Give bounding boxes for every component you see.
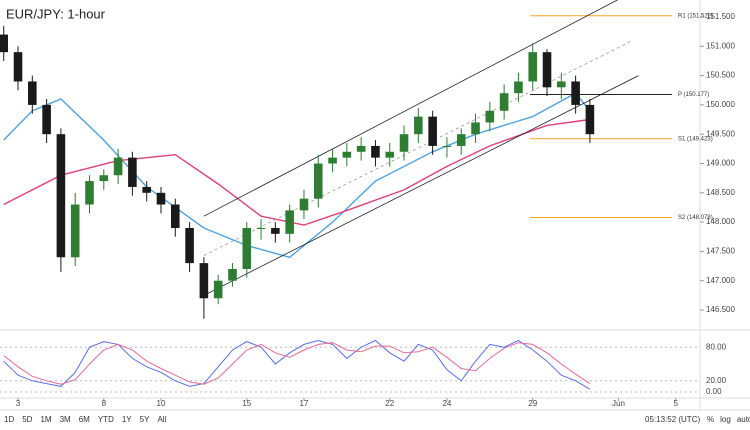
range-button[interactable]: 1D: [4, 415, 14, 424]
range-button[interactable]: 5D: [22, 415, 32, 424]
clock: 05:13:52 (UTC): [645, 415, 700, 424]
candle-body: [70, 204, 80, 258]
candle-body: [399, 134, 409, 152]
candle-body: [514, 81, 523, 94]
range-button[interactable]: All: [157, 415, 166, 424]
x-tick-label: 22: [385, 399, 394, 408]
x-tick-label: 8: [102, 399, 107, 408]
y-tick-label: 148.000: [706, 217, 735, 226]
range-button[interactable]: 6M: [79, 415, 90, 424]
x-tick-label: 17: [300, 399, 309, 408]
candle-body: [285, 210, 294, 234]
range-button[interactable]: 3M: [60, 415, 71, 424]
y-tick-label: 147.500: [706, 247, 735, 256]
x-tick-label: 10: [157, 399, 166, 408]
candle-body: [228, 268, 237, 281]
pivot-label: S1 (149.423): [678, 136, 713, 142]
candle-body: [142, 186, 151, 193]
x-tick-label: Jun: [612, 399, 625, 408]
candle-body: [356, 145, 366, 152]
x-tick-label: 5: [673, 399, 678, 408]
candle-body: [428, 116, 437, 146]
candle-body: [13, 52, 23, 82]
candle-body: [313, 163, 323, 199]
oscillator-line: [3, 339, 591, 390]
candle-body: [156, 192, 166, 205]
scale-option[interactable]: log: [720, 415, 731, 424]
candle-body: [385, 151, 395, 158]
range-button[interactable]: 5Y: [140, 415, 150, 424]
range-button[interactable]: 1M: [40, 415, 51, 424]
candle-body: [242, 227, 252, 269]
candle-body: [56, 134, 66, 258]
candle-body: [299, 198, 309, 211]
candle-body: [456, 134, 466, 146]
y-tick-label: 148.500: [706, 188, 735, 197]
oscillator-line: [3, 342, 591, 385]
range-button[interactable]: 1Y: [122, 415, 132, 424]
candle-body: [442, 145, 452, 147]
candle-body: [170, 204, 180, 228]
candle-body: [414, 116, 423, 135]
candle-body: [185, 227, 194, 264]
candle-body: [342, 151, 352, 158]
candle-body: [571, 81, 580, 105]
candle-body: [557, 81, 566, 88]
pivot-label: R1 (151.522): [678, 13, 713, 19]
range-button[interactable]: YTD: [98, 415, 114, 424]
trend-channel: [203, 40, 633, 256]
y-tick-label: 147.000: [706, 276, 735, 285]
y-tick-label: 80.00: [706, 342, 727, 351]
candle-body: [485, 110, 495, 123]
candle-body: [528, 52, 538, 82]
candle-body: [99, 175, 109, 182]
x-tick-label: 15: [242, 399, 251, 408]
candle-body: [128, 157, 137, 187]
y-tick-label: 150.000: [706, 100, 735, 109]
chart-title: EUR/JPY: 1-hour: [6, 6, 106, 21]
y-tick-label: 0.00: [706, 387, 722, 396]
trend-channel: [203, 0, 619, 217]
y-tick-label: 149.000: [706, 159, 735, 168]
candle-body: [328, 157, 337, 164]
y-tick-label: 151.500: [706, 12, 735, 21]
moving-average: [3, 92, 591, 259]
x-tick-label: 24: [442, 399, 451, 408]
y-tick-label: 151.000: [706, 41, 735, 50]
y-tick-label: 149.500: [706, 129, 735, 138]
scale-option[interactable]: auto: [737, 415, 750, 424]
candle-body: [499, 93, 509, 111]
candle-body: [113, 157, 123, 176]
candle-body: [585, 104, 595, 135]
candle-body: [28, 81, 37, 105]
x-tick-label: 3: [16, 399, 21, 408]
y-tick-label: 150.500: [706, 71, 735, 80]
pivot-label: S2 (148.078): [678, 215, 713, 221]
candle-body: [256, 227, 266, 229]
pivot-label: P (150.177): [678, 92, 709, 98]
candle-body: [85, 181, 94, 205]
candle-body: [0, 34, 9, 53]
x-tick-label: 29: [528, 399, 537, 408]
scale-option[interactable]: %: [707, 415, 714, 424]
y-tick-label: 146.500: [706, 305, 735, 314]
y-tick-label: 20.00: [706, 376, 727, 385]
candle-body: [471, 122, 480, 135]
candle-body: [42, 104, 51, 135]
candle-body: [371, 145, 380, 158]
candle-body: [542, 52, 552, 88]
trend-channel: [203, 75, 639, 296]
candle-body: [213, 280, 223, 299]
candle-body: [199, 263, 209, 299]
candle-body: [271, 227, 280, 234]
